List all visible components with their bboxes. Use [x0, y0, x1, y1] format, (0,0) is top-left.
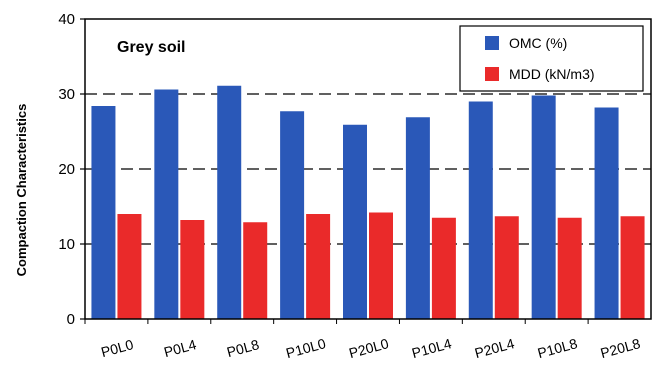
y-tick-label: 0 — [67, 311, 75, 328]
grid-lines — [85, 93, 651, 245]
bar-mdd-p10l0 — [306, 214, 331, 319]
x-tick-label-p0l4: P0L4 — [162, 336, 198, 360]
y-tick-label: 10 — [58, 236, 75, 253]
x-tick-label-p0l0: P0L0 — [99, 336, 135, 360]
y-tick-label: 20 — [58, 161, 75, 178]
x-tick-label-p10l4: P10L4 — [410, 335, 453, 361]
bar-mdd-p20l0 — [369, 212, 393, 319]
legend-swatch-mdd — [485, 67, 499, 81]
legend-label-mdd: MDD (kN/m3) — [509, 66, 595, 82]
bar-omc-p10l8 — [531, 95, 556, 319]
y-axis-title: Compaction Characteristics — [14, 104, 29, 277]
bar-mdd-p20l8 — [620, 216, 645, 319]
bar-omc-p20l4 — [468, 101, 493, 319]
bar-mdd-p0l0 — [117, 214, 142, 319]
x-tick-label-p10l8: P10L8 — [536, 335, 579, 361]
y-axis-ticks: 0 10 20 30 40 — [58, 11, 85, 328]
y-tick-label: 30 — [58, 86, 75, 103]
bar-mdd-p10l4 — [431, 217, 456, 319]
bar-mdd-p0l4 — [180, 220, 205, 319]
chart-title: Grey soil — [117, 39, 185, 56]
x-tick-label-p0l8: P0L8 — [225, 336, 261, 360]
x-axis-labels: P0L0 P0L4 P0L8 P10L0 P20L0 P10L4 P20L4 P10L8 P20… — [84, 319, 642, 361]
bars — [91, 85, 645, 319]
bar-omc-p0l4 — [154, 89, 179, 319]
bar-omc-p0l8 — [217, 85, 242, 319]
bar-mdd-p0l8 — [243, 222, 268, 319]
legend-label-omc: OMC (%) — [509, 35, 567, 51]
x-tick-label-p10l0: P10L0 — [284, 335, 327, 361]
bar-omc-p20l0 — [343, 124, 367, 319]
legend: OMC (%) MDD (kN/m3) — [459, 25, 644, 92]
bar-mdd-p10l8 — [557, 217, 582, 319]
x-tick-label-p20l0: P20L0 — [347, 335, 390, 361]
x-tick-label-p20l8: P20L8 — [599, 335, 642, 361]
y-tick-label: 40 — [58, 11, 75, 28]
bar-omc-p10l0 — [280, 111, 305, 319]
bar-omc-p0l0 — [91, 106, 116, 319]
bar-mdd-p20l4 — [494, 216, 519, 319]
x-tick-label-p20l4: P20L4 — [473, 335, 516, 361]
legend-swatch-omc — [485, 36, 499, 50]
bar-omc-p20l8 — [594, 107, 619, 319]
bar-omc-p10l4 — [405, 117, 430, 319]
